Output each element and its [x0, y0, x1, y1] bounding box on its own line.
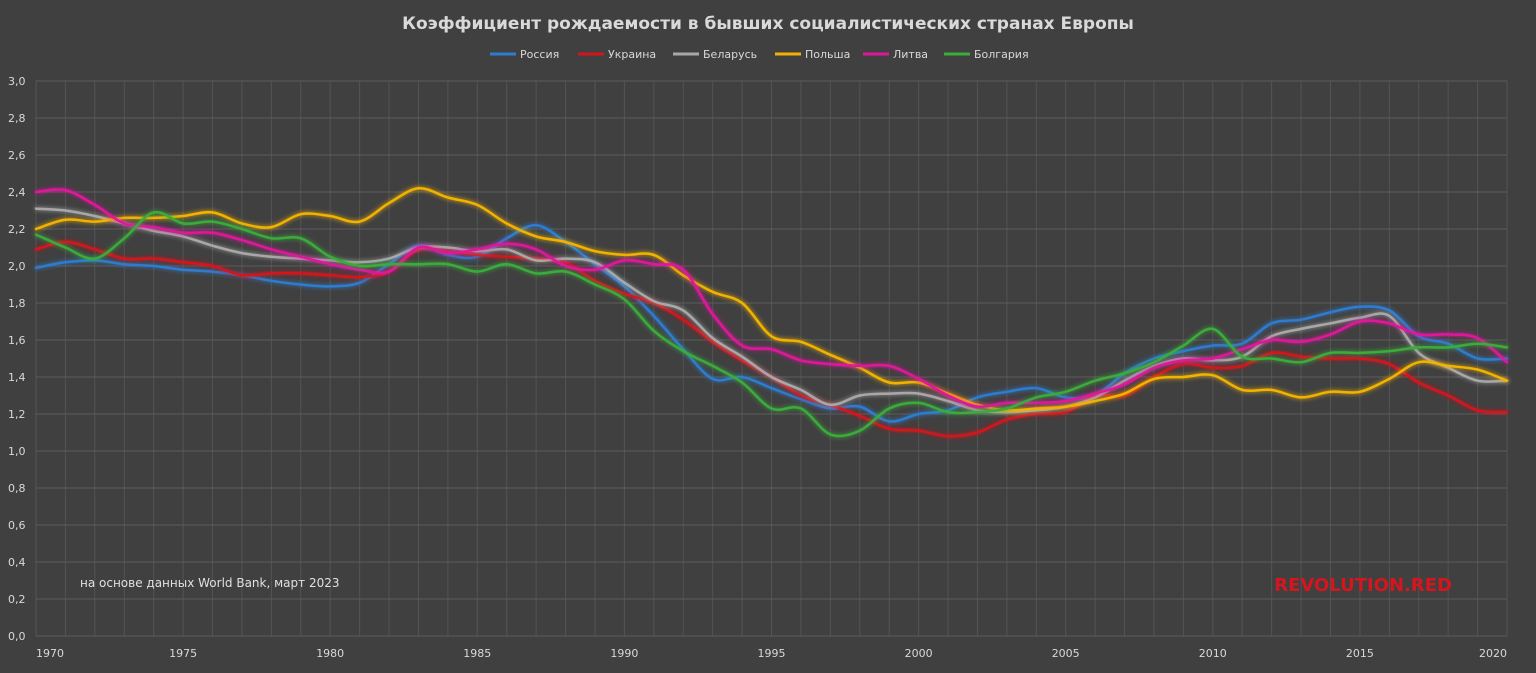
- series-line: [34, 187, 1509, 412]
- y-tick-label: 2,8: [8, 112, 26, 125]
- x-tick-label: 1985: [463, 647, 491, 660]
- y-tick-label: 2,2: [8, 223, 26, 236]
- x-tick-label: 1990: [610, 647, 638, 660]
- watermark-logo: REVOLUTION.RED: [1274, 575, 1452, 596]
- y-tick-label: 0,0: [8, 630, 26, 643]
- y-tick-label: 1,0: [8, 445, 26, 458]
- y-tick-label: 1,8: [8, 297, 26, 310]
- source-note: на основе данных World Bank, март 2023: [80, 576, 339, 590]
- x-tick-label: 1995: [758, 647, 786, 660]
- y-tick-label: 1,4: [8, 371, 26, 384]
- y-tick-label: 2,4: [8, 186, 26, 199]
- x-tick-label: 2005: [1052, 647, 1080, 660]
- y-tick-label: 1,6: [8, 334, 26, 347]
- series-line: [34, 210, 1509, 438]
- y-tick-label: 2,6: [8, 149, 26, 162]
- grid: [35, 80, 1508, 637]
- x-tick-label: 1970: [36, 647, 64, 660]
- y-tick-label: 0,2: [8, 593, 26, 606]
- y-tick-label: 2,0: [8, 260, 26, 273]
- y-tick-label: 0,6: [8, 519, 26, 532]
- x-tick-label: 2020: [1479, 647, 1507, 660]
- legend: Россия Украина Беларусь Польша Литва Болгария: [490, 48, 1029, 61]
- y-tick-label: 0,4: [8, 556, 26, 569]
- x-tick-label: 2000: [905, 647, 933, 660]
- legend-label: Польша: [805, 48, 850, 61]
- series-group: [34, 187, 1509, 438]
- y-tick-label: 0,8: [8, 482, 26, 495]
- y-tick-label: 1,2: [8, 408, 26, 421]
- legend-label: Россия: [520, 48, 559, 61]
- legend-label: Болгария: [974, 48, 1029, 61]
- x-axis: 1970 1975 1980 1985 1990 1995 2000 2005 2010 2015…: [36, 647, 1507, 660]
- x-tick-label: 2010: [1199, 647, 1227, 660]
- series-line: [34, 224, 1509, 423]
- series-line: [34, 188, 1509, 409]
- y-axis: 0,0 0,2 0,4 0,6 0,8 1,0 1,2 1,4 1,6 1,8 2,0 2,2 2,4 2…: [8, 75, 26, 643]
- x-tick-label: 1980: [316, 647, 344, 660]
- legend-label: Украина: [608, 48, 656, 61]
- y-tick-label: 3,0: [8, 75, 26, 88]
- x-tick-label: 2015: [1346, 647, 1374, 660]
- legend-label: Литва: [893, 48, 928, 61]
- x-tick-label: 1975: [169, 647, 197, 660]
- chart-title: Коэффициент рождаемости в бывших социали…: [402, 14, 1134, 34]
- legend-label: Беларусь: [703, 48, 757, 61]
